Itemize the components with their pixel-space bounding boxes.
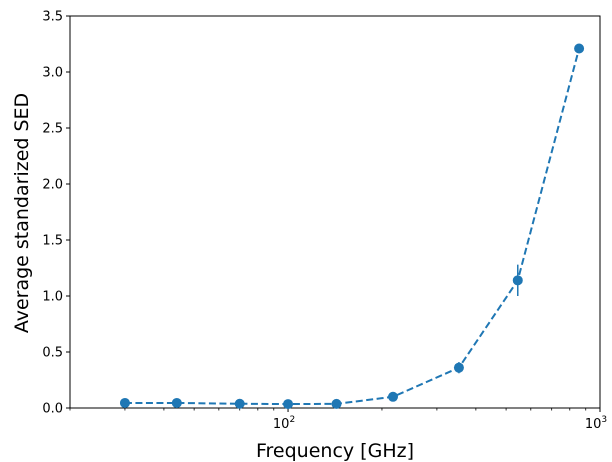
data-point bbox=[512, 275, 523, 286]
data-point bbox=[171, 397, 182, 408]
data-point bbox=[234, 398, 245, 409]
plot-frame bbox=[69, 15, 601, 409]
data-point bbox=[453, 362, 464, 373]
x-axis-ticks: 102 103 bbox=[69, 408, 607, 432]
y-tick-label: 2.0 bbox=[42, 178, 63, 193]
data-point bbox=[119, 397, 130, 408]
y-tick-label: 1.0 bbox=[42, 290, 63, 305]
y-tick-label: 0.5 bbox=[42, 346, 63, 361]
data-point bbox=[283, 399, 294, 410]
data-point bbox=[574, 43, 585, 54]
x-axis-label: Frequency [GHz] bbox=[256, 440, 414, 462]
y-tick-label: 2.5 bbox=[42, 122, 63, 137]
y-tick-label: 1.5 bbox=[42, 234, 63, 249]
series-layer bbox=[119, 43, 585, 410]
y-axis-ticks: 0.0 0.5 1.0 1.5 2.0 2.5 3.0 3.5 bbox=[42, 10, 70, 417]
data-point bbox=[331, 398, 342, 409]
y-tick-label: 3.0 bbox=[42, 66, 63, 81]
x-tick-label: 102 bbox=[273, 415, 295, 432]
y-tick-label: 0.0 bbox=[42, 402, 63, 417]
series-line bbox=[124, 48, 581, 406]
data-point bbox=[388, 391, 399, 402]
x-tick-label: 103 bbox=[585, 415, 607, 432]
y-tick-label: 3.5 bbox=[42, 10, 63, 25]
y-axis-label: Average standarized SED bbox=[11, 93, 33, 333]
plot-area-border bbox=[69, 15, 601, 409]
